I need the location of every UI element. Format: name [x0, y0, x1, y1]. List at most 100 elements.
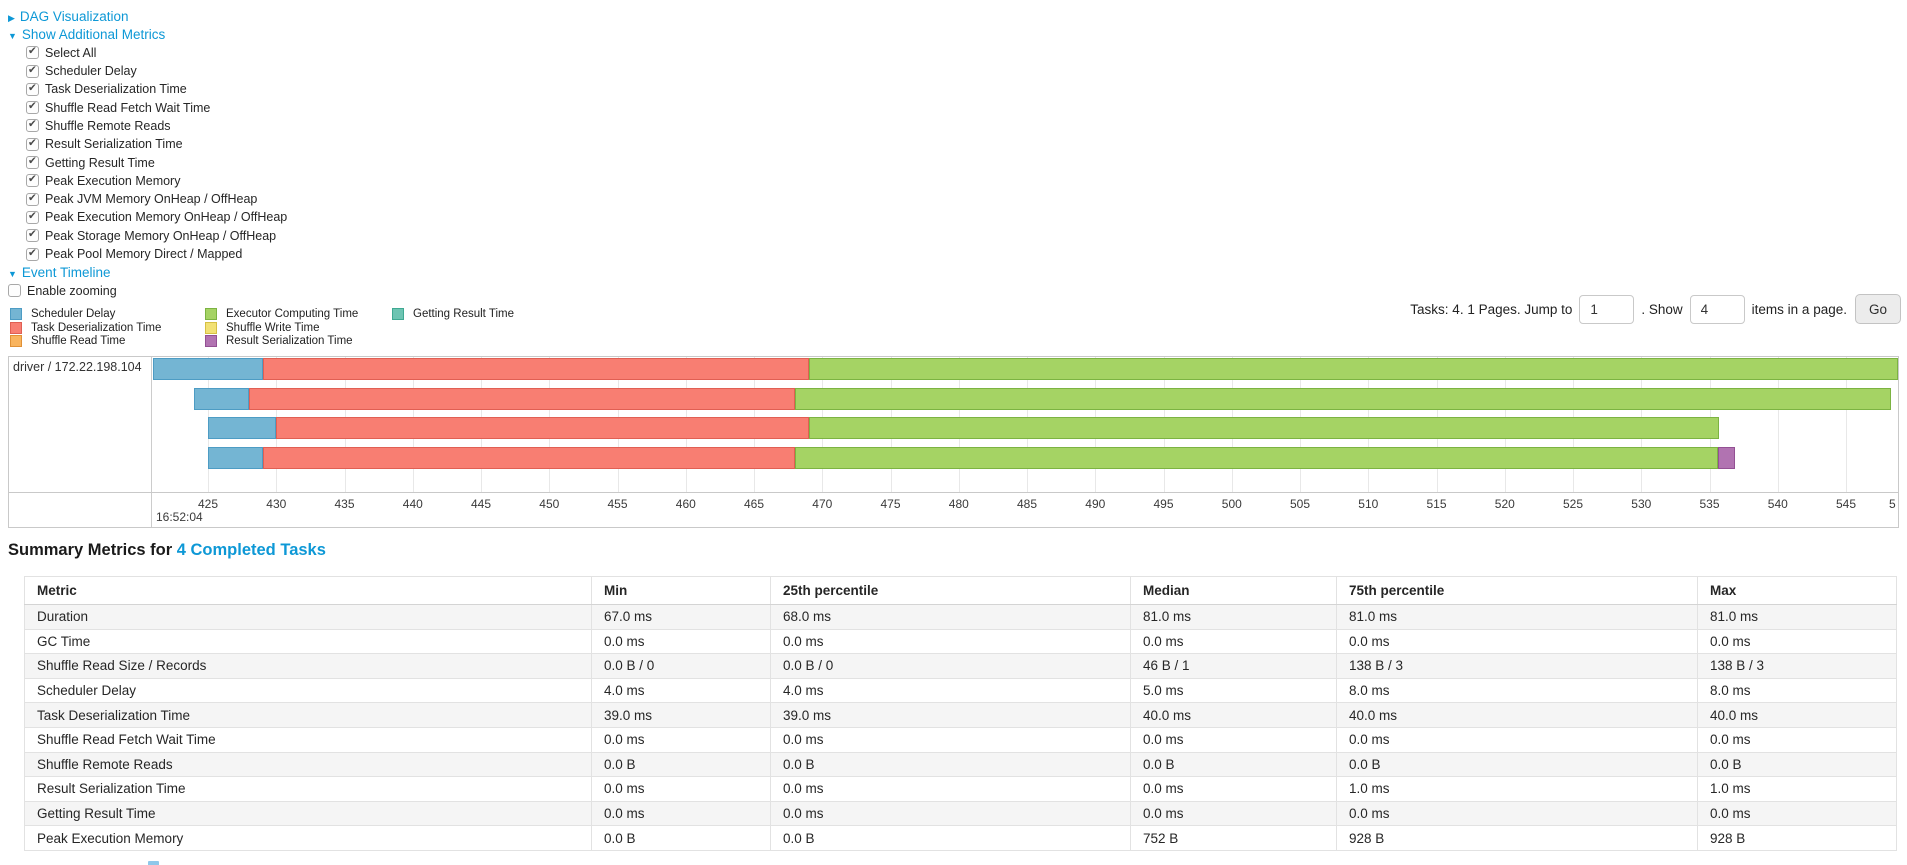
legend-label: Getting Result Time [413, 307, 514, 320]
summary-col-header-min: Min [591, 576, 771, 605]
task-2-segment-scheduler_delay[interactable] [194, 387, 249, 410]
checkbox-peak-storage-memory-onheap-offheap[interactable] [26, 228, 39, 243]
tick-label-partial: 5 [1889, 497, 1896, 511]
collapsed-arrow-icon: ▶ [8, 12, 15, 23]
scheduler_delay-swatch-icon [10, 307, 22, 320]
tick-label-515: 515 [1426, 497, 1447, 511]
tick-label-470: 470 [812, 497, 833, 511]
metric-checkbox-row-peak-storage-memory-onheap-offheap[interactable]: Peak Storage Memory OnHeap / OffHeap [26, 227, 287, 245]
metric-value-cell: 8.0 ms [1697, 677, 1897, 704]
metric-checkbox-row-shuffle-remote-reads[interactable]: Shuffle Remote Reads [26, 117, 287, 135]
metric-checkbox-row-peak-execution-memory[interactable]: Peak Execution Memory [26, 172, 287, 190]
checkbox-label-select-all: Select All [45, 45, 97, 60]
executor-label-column: driver / 172.22.198.104 [9, 357, 152, 527]
legend-label: Task Deserialization Time [31, 321, 162, 334]
dag-visualization-link[interactable]: ▶ DAG Visualization [8, 9, 128, 24]
checkbox-select-all[interactable] [26, 45, 39, 60]
summary-row-peak-execution-memory: Peak Execution Memory 0.0 B 0.0 B 752 B 928 … [24, 825, 1897, 851]
show-additional-metrics-link[interactable]: ▼ Show Additional Metrics [8, 27, 165, 42]
task-4-segment-executor_computing[interactable] [795, 446, 1718, 469]
task-1-segment-scheduler_delay[interactable] [153, 358, 263, 380]
checkbox-peak-execution-memory-onheap-offheap[interactable] [26, 210, 39, 224]
metric-value-cell: 138 B / 3 [1336, 653, 1698, 679]
metric-value-cell: 0.0 ms [770, 800, 1131, 827]
metric-checkbox-row-task-deserialization-time[interactable]: Task Deserialization Time [26, 80, 287, 98]
enable-zooming-checkbox[interactable] [8, 284, 21, 298]
cut-off-next-section [148, 861, 159, 865]
jump-to-page-input[interactable] [1579, 294, 1635, 324]
metric-checkbox-row-peak-execution-memory-onheap-offheap[interactable]: Peak Execution Memory OnHeap / OffHeap [26, 208, 287, 226]
checkbox-peak-pool-memory-direct-mapped[interactable] [26, 247, 39, 261]
metric-value-cell: 0.0 ms [591, 800, 771, 827]
legend-item-executor_computing: Executor Computing Time [205, 307, 358, 321]
summary-row-getting-result-time: Getting Result Time 0.0 ms 0.0 ms 0.0 ms 0.0… [24, 800, 1897, 827]
task-2-segment-executor_computing[interactable] [795, 387, 1892, 410]
checkbox-label-result-serialization-time: Result Serialization Time [45, 137, 183, 152]
metric-checkbox-row-select-all[interactable]: Select All [26, 44, 287, 62]
metric-value-cell: 752 B [1130, 825, 1337, 851]
completed-tasks-link[interactable]: 4 Completed Tasks [176, 541, 326, 559]
metric-name-cell: Shuffle Remote Reads [24, 751, 592, 778]
event-timeline-link[interactable]: ▼ Event Timeline [8, 265, 110, 280]
task-4-segment-scheduler_delay[interactable] [208, 446, 263, 469]
legend-label: Shuffle Read Time [31, 335, 126, 348]
summary-row-task-deserialization-time: Task Deserialization Time 39.0 ms 39.0 ms 4… [24, 702, 1897, 728]
metric-name-cell: Peak Execution Memory [24, 825, 592, 851]
tick-label-435: 435 [334, 497, 355, 511]
metric-name-cell: Scheduler Delay [24, 677, 592, 704]
metric-value-cell: 0.0 B [591, 751, 771, 778]
task-1-segment-task_deserialization[interactable] [262, 358, 809, 380]
task-1-segment-executor_computing[interactable] [808, 358, 1898, 380]
task-4-segment-result_serialization[interactable] [1717, 446, 1736, 469]
metric-checkbox-row-peak-jvm-memory-onheap-offheap[interactable]: Peak JVM Memory OnHeap / OffHeap [26, 190, 287, 208]
metric-value-cell: 0.0 B [1130, 751, 1337, 778]
shuffle_write-swatch-icon [205, 321, 217, 334]
metric-checkbox-row-peak-pool-memory-direct-mapped[interactable]: Peak Pool Memory Direct / Mapped [26, 245, 287, 263]
metric-value-cell: 46 B / 1 [1130, 653, 1337, 679]
metric-value-cell: 0.0 ms [1697, 800, 1897, 827]
checkbox-result-serialization-time[interactable] [26, 137, 39, 151]
metric-value-cell: 0.0 ms [1336, 628, 1698, 655]
executor-label: driver / 172.22.198.104 [13, 360, 142, 374]
metric-value-cell: 81.0 ms [1130, 604, 1337, 630]
metric-name-cell: Result Serialization Time [24, 776, 592, 802]
tick-label-450: 450 [539, 497, 560, 511]
checkbox-peak-execution-memory[interactable] [26, 173, 39, 188]
items-per-page-input[interactable] [1689, 294, 1745, 324]
task-4-segment-task_deserialization[interactable] [262, 446, 795, 469]
summary-metrics-heading-text: Summary Metrics for [8, 541, 177, 559]
metric-value-cell: 0.0 ms [1130, 726, 1337, 753]
event-timeline-label: Event Timeline [21, 264, 111, 280]
go-button[interactable]: Go [1854, 294, 1901, 324]
metric-value-cell: 0.0 ms [770, 776, 1131, 802]
executor_computing-swatch-icon [205, 307, 217, 320]
checkbox-shuffle-remote-reads[interactable] [26, 118, 39, 133]
metric-value-cell: 40.0 ms [1697, 702, 1897, 728]
tick-label-445: 445 [470, 497, 492, 511]
task-2-segment-task_deserialization[interactable] [249, 387, 795, 410]
legend-label: Scheduler Delay [31, 307, 116, 320]
metric-checkbox-row-getting-result-time[interactable]: Getting Result Time [26, 153, 287, 171]
summary-row-gc-time: GC Time 0.0 ms 0.0 ms 0.0 ms 0.0 ms 0.0 ms [24, 628, 1897, 655]
checkbox-label-peak-jvm-memory-onheap-offheap: Peak JVM Memory OnHeap / OffHeap [45, 192, 258, 207]
dag-visualization-label: DAG Visualization [19, 8, 129, 24]
task-3-segment-executor_computing[interactable] [808, 417, 1720, 439]
tick-label-500: 500 [1221, 497, 1242, 511]
metric-checkbox-row-scheduler-delay[interactable]: Scheduler Delay [26, 62, 287, 80]
metric-value-cell: 0.0 ms [1697, 628, 1897, 655]
checkbox-peak-jvm-memory-onheap-offheap[interactable] [26, 192, 39, 206]
metric-value-cell: 0.0 ms [1130, 628, 1337, 655]
checkbox-label-peak-execution-memory: Peak Execution Memory [45, 173, 181, 188]
checkbox-task-deserialization-time[interactable] [26, 82, 39, 96]
checkbox-shuffle-read-fetch-wait-time[interactable] [26, 100, 39, 115]
task-3-segment-task_deserialization[interactable] [276, 417, 809, 439]
checkbox-scheduler-delay[interactable] [26, 64, 39, 78]
enable-zooming-row[interactable]: Enable zooming [8, 281, 287, 299]
metric-checkbox-row-result-serialization-time[interactable]: Result Serialization Time [26, 135, 287, 153]
metric-name-cell: Shuffle Read Size / Records [24, 653, 592, 679]
task-3-segment-scheduler_delay[interactable] [208, 417, 277, 439]
metric-name-cell: GC Time [24, 628, 592, 655]
checkbox-getting-result-time[interactable] [26, 155, 39, 170]
metric-checkbox-row-shuffle-read-fetch-wait-time[interactable]: Shuffle Read Fetch Wait Time [26, 98, 287, 116]
